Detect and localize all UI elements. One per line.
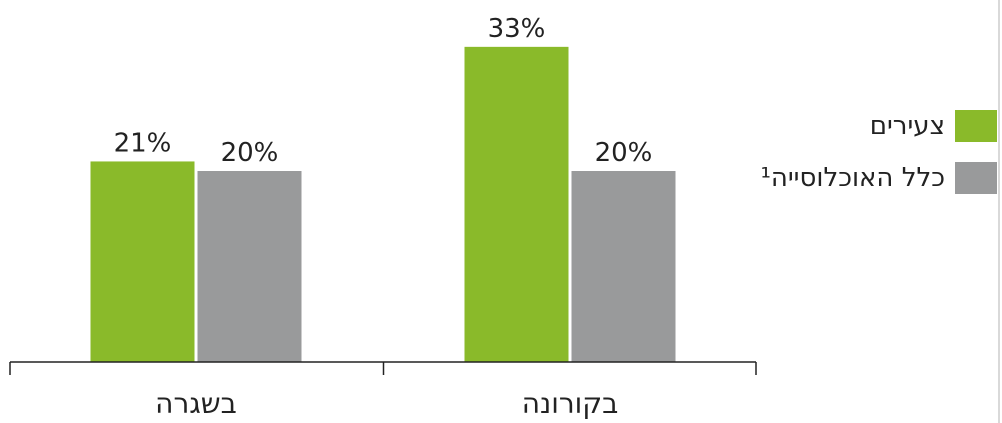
data-label-0-0: 21%	[114, 128, 172, 158]
data-label-1-1: 20%	[595, 138, 653, 168]
legend-label-population: כלל האוכלוסייה¹	[760, 163, 945, 193]
legend-item-population: כלל האוכלוסייה¹	[760, 161, 997, 195]
bar-0-1	[464, 46, 569, 362]
bar-1-1	[571, 171, 676, 362]
category-label-0: בשגרה	[155, 387, 237, 420]
legend-swatch-young	[955, 110, 997, 142]
data-label-1-0: 20%	[221, 138, 279, 168]
legend-swatch-population	[955, 162, 997, 194]
bar-0-0	[90, 161, 195, 362]
bar-1-0	[197, 171, 302, 362]
legend-label-young: צעירים	[869, 111, 945, 141]
frame-right-border	[998, 0, 1000, 423]
category-label-1: בקורונה	[522, 387, 619, 420]
legend-item-young: צעירים	[870, 109, 997, 143]
data-label-0-1: 33%	[488, 14, 546, 44]
